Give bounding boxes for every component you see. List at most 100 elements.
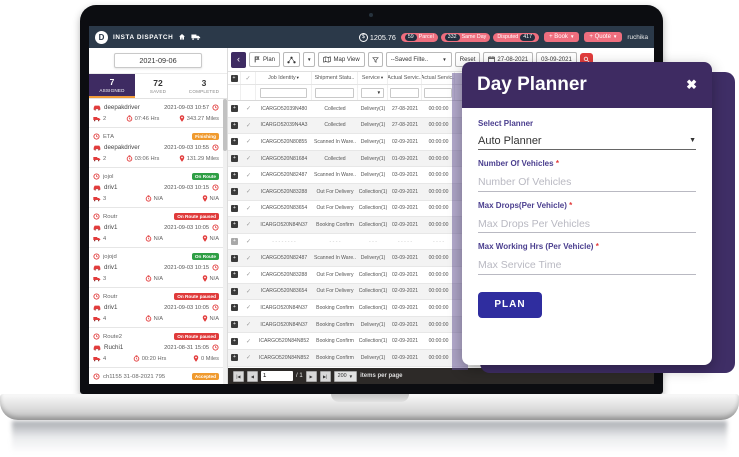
auto-assign-dropdown[interactable]: ▼ — [303, 52, 316, 67]
row-check-icon[interactable]: ✓ — [245, 205, 252, 212]
expand-row-button[interactable]: + — [228, 134, 241, 150]
expand-row-button[interactable]: + — [228, 184, 241, 200]
driver-card[interactable]: Route2 On Route paused Ruchi1 2021-08-31… — [89, 328, 223, 368]
cell-service: Collection(1) — [358, 304, 388, 311]
page-size-select[interactable]: 200 ▼ — [333, 370, 358, 382]
filter-actual-service-date-input[interactable] — [390, 87, 419, 98]
home-icon[interactable] — [178, 33, 186, 41]
max-working-hrs-input[interactable] — [478, 256, 696, 275]
saved-filter-select[interactable]: --Saved Filte.. ▼ — [385, 52, 452, 67]
time-clock-icon — [212, 104, 219, 111]
first-page-button[interactable]: |◀ — [233, 370, 244, 382]
column-service[interactable]: Service ▾ — [358, 72, 388, 84]
column-actual-service-date[interactable]: Actual Servic.. — [388, 72, 422, 84]
badge-parcel[interactable]: 59 Parcel — [400, 32, 438, 42]
row-check-icon[interactable]: ✓ — [245, 255, 252, 262]
row-check-icon[interactable]: ✓ — [245, 355, 252, 362]
expand-row-button[interactable]: + — [228, 300, 241, 316]
badge-same-day[interactable]: 332 Same Day — [440, 32, 491, 42]
row-check-icon[interactable]: ✓ — [245, 288, 252, 295]
row-check-icon[interactable]: ✓ — [245, 122, 252, 129]
book-button[interactable]: + Book ▼ — [544, 32, 580, 42]
page-number-input[interactable] — [261, 371, 293, 381]
fleet-truck-icon[interactable] — [191, 33, 201, 41]
auto-assign-button[interactable] — [283, 52, 301, 67]
cell-job-identity: ICARGO520N84N37 — [260, 221, 308, 228]
driver-car-icon — [93, 144, 101, 151]
select-all-header[interactable]: + — [228, 72, 241, 84]
table-row[interactable]: + ✓ ICARGO520N83288 Out For Delivery Collect… — [228, 267, 654, 284]
sidebar-scrollbar-thumb[interactable] — [223, 99, 227, 151]
driver-card[interactable]: Routr On Route paused driv1 2021-09-03 1… — [89, 208, 223, 248]
next-page-button[interactable]: ▶ — [305, 370, 317, 382]
expand-row-button[interactable]: + — [228, 317, 241, 333]
username[interactable]: ruchika — [627, 33, 648, 41]
check-header[interactable]: ✓ — [241, 72, 256, 84]
driver-card[interactable]: deepakdriver 2021-09-03 10:57 2 07:46 Hr… — [89, 99, 223, 128]
sidebar-scrollbar-track[interactable] — [223, 99, 227, 384]
filter-job-identity-input[interactable] — [260, 87, 307, 98]
row-check-icon[interactable]: ✓ — [245, 272, 252, 279]
row-check-icon[interactable]: ✓ — [245, 156, 252, 163]
plan-button[interactable]: Plan — [249, 52, 281, 67]
table-row[interactable]: + ✓ ICARGO520N84N852 Booking Confirm Collect… — [228, 333, 654, 350]
expand-row-button[interactable]: + — [228, 234, 241, 250]
close-icon[interactable]: ✖ — [686, 77, 697, 92]
plan-submit-button[interactable]: PLAN — [478, 291, 542, 318]
expand-row-button[interactable]: + — [228, 284, 241, 300]
tab-assigned[interactable]: 7 ASSIGNED — [89, 74, 135, 98]
row-check-icon[interactable]: ✓ — [245, 189, 252, 196]
table-row[interactable]: + ✓ ICARGO520N83654 Out For Delivery Collect… — [228, 201, 654, 218]
expand-row-button[interactable]: + — [228, 118, 241, 134]
row-check-icon[interactable]: ✓ — [245, 172, 252, 179]
row-check-icon[interactable]: ✓ — [245, 305, 252, 312]
column-job-identity[interactable]: Job Identity ▾ — [256, 72, 312, 84]
driver-card[interactable]: Routr On Route paused driv1 2021-09-03 1… — [89, 288, 223, 328]
table-row[interactable]: + ✓ ICARGO520N84N37 Booking Confirm Collecti… — [228, 300, 654, 317]
collapse-panel-button[interactable]: ‹ — [231, 51, 246, 68]
row-check-icon[interactable]: ✓ — [245, 239, 252, 246]
table-row[interactable]: + ✓ ICARGO520N80855 Scanned In Ware.. Delive… — [228, 134, 654, 151]
expand-row-button[interactable]: + — [228, 350, 241, 366]
driver-card[interactable]: ETA Finishing deepakdriver 2021-09-03 10… — [89, 128, 223, 168]
driver-card[interactable]: ch1155 31-08-2021 795 Accepted — [89, 368, 223, 384]
expand-row-button[interactable]: + — [228, 333, 241, 349]
row-check-icon[interactable]: ✓ — [245, 322, 252, 329]
expand-row-button[interactable]: + — [228, 101, 241, 117]
expand-row-button[interactable]: + — [228, 217, 241, 233]
tab-completed[interactable]: 3 COMPLETED — [181, 74, 227, 98]
expand-row-button[interactable]: + — [228, 267, 241, 283]
vehicles-input[interactable] — [478, 173, 696, 192]
expand-row-button[interactable]: + — [228, 151, 241, 167]
status-clock-icon — [93, 253, 100, 260]
filter-actual-service-time-input[interactable] — [424, 87, 452, 98]
badge-disputed[interactable]: Disputed 417 — [493, 32, 540, 42]
tab-saved[interactable]: 72 SAVED — [135, 74, 181, 98]
row-check-icon[interactable]: ✓ — [245, 222, 252, 229]
sidebar-date-input[interactable] — [114, 53, 202, 68]
column-actual-service-time[interactable]: Actual Servic.. — [422, 72, 455, 84]
column-shipment-status[interactable]: Shipment Statu.. — [312, 72, 358, 84]
table-row[interactable]: + ✓ ICARGO52039N480 Collected Delivery(1) 27-… — [228, 101, 654, 118]
driver-card[interactable]: jojojd On Route driv1 2021-09-03 10:15 3 — [89, 248, 223, 288]
max-drops-input[interactable] — [478, 215, 696, 233]
expand-row-button[interactable]: + — [228, 250, 241, 266]
row-check-icon[interactable]: ✓ — [245, 106, 252, 113]
planner-select[interactable]: Auto Planner ▼ — [478, 132, 696, 150]
map-view-button[interactable]: Map View — [318, 52, 365, 67]
prev-page-button[interactable]: ◀ — [247, 370, 258, 382]
expand-row-button[interactable]: + — [228, 201, 241, 217]
quote-button[interactable]: + Quote ▼ — [584, 32, 623, 42]
last-page-button[interactable]: ▶| — [319, 370, 331, 382]
table-row[interactable]: + ✓ - - - - - - - - - - - - - - - - - - - - - … — [228, 234, 654, 251]
filter-shipment-status-input[interactable] — [315, 87, 354, 98]
expand-row-button[interactable]: + — [228, 167, 241, 183]
vehicle-count-stat: 3 — [93, 276, 106, 282]
time-clock-icon — [212, 224, 219, 231]
driver-card[interactable]: jojol On Route driv1 2021-09-03 10:15 3 — [89, 168, 223, 208]
filter-button[interactable] — [367, 52, 383, 67]
row-check-icon[interactable]: ✓ — [245, 338, 252, 345]
table-row[interactable]: + ✓ ICARGO520N82487 Scanned In Ware.. Delive… — [228, 167, 654, 184]
row-check-icon[interactable]: ✓ — [245, 139, 252, 146]
filter-service-select[interactable]: ▼ — [360, 87, 385, 98]
